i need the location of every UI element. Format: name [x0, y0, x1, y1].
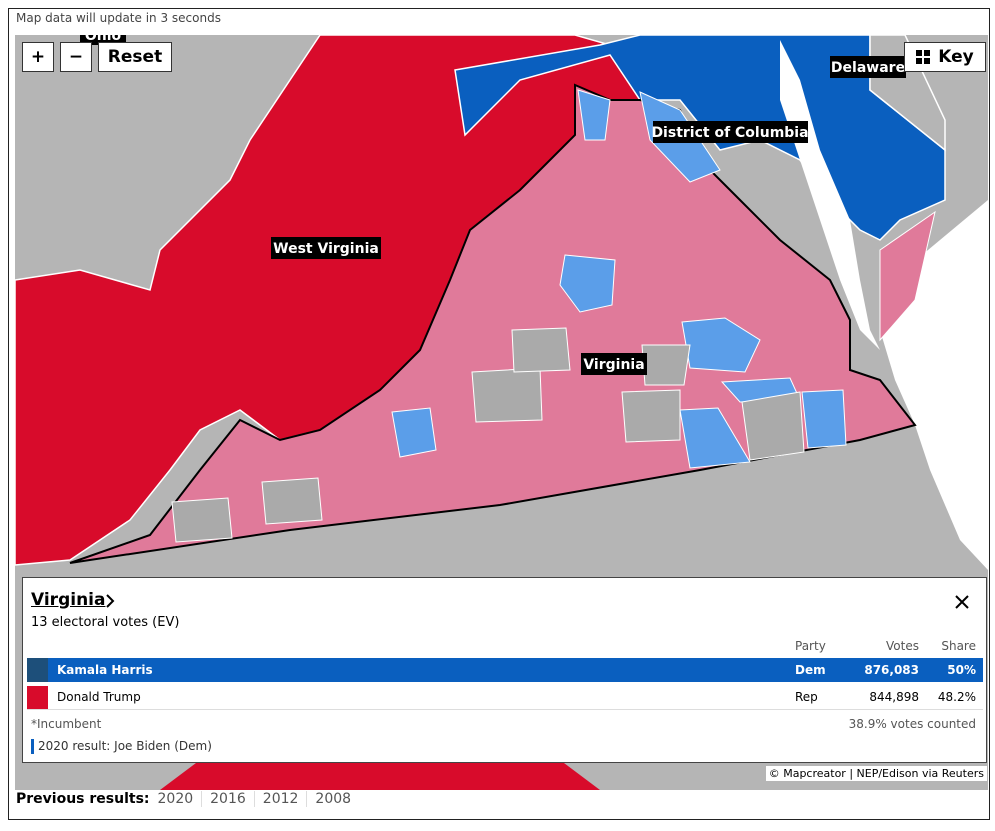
votes: 876,083: [864, 663, 919, 677]
previous-result: 2020 result: Joe Biden (Dem): [38, 739, 212, 753]
candidate: Kamala Harris: [57, 663, 153, 677]
column-header: Share: [941, 639, 976, 653]
party: Dem: [795, 663, 826, 677]
state-label: Delaware: [831, 60, 905, 76]
chevron: [106, 594, 115, 608]
candidate: Donald Trump: [57, 690, 141, 704]
previous-results: Previous results: 2020 2016 2012 2008: [16, 791, 359, 807]
status: Map data will update in 3 seconds: [16, 11, 221, 25]
panel-subtitle: 13 electoral votes (EV): [31, 615, 180, 630]
party: Rep: [795, 690, 818, 704]
state-label: Ohio: [85, 28, 122, 44]
previous-marker: [31, 739, 34, 754]
reset-button[interactable]: Reset: [98, 42, 172, 72]
close-button[interactable]: [955, 595, 969, 609]
key-label: Key: [938, 47, 974, 67]
zoom-out[interactable]: −: [60, 42, 92, 72]
column-header: Party: [795, 639, 826, 653]
year-link[interactable]: 2016: [202, 791, 255, 807]
result-panel: Virginia 13 electoral votes (EV) Party V…: [22, 577, 987, 763]
votes: 844,898: [869, 690, 919, 704]
state-label: District of Columbia: [651, 125, 808, 141]
zoom-in[interactable]: +: [22, 42, 54, 72]
state-label: West Virginia: [273, 241, 379, 257]
key-icon: [916, 50, 931, 64]
key-button[interactable]: Key: [904, 42, 986, 72]
result-row: [27, 658, 983, 682]
party-swatch: [27, 658, 48, 682]
column-header: Votes: [886, 639, 919, 653]
party-swatch: [27, 686, 48, 709]
share: 50%: [947, 663, 976, 677]
credit: © Mapcreator | NEP/Edison via Reuters: [765, 766, 987, 781]
votes-counted: 38.9% votes counted: [848, 717, 976, 731]
share: 48.2%: [937, 690, 976, 704]
year-link[interactable]: 2008: [315, 791, 352, 807]
previous-label: Previous results:: [16, 791, 150, 807]
divider: [27, 709, 983, 710]
state-label: Virginia: [583, 357, 644, 373]
footnote: *Incumbent: [31, 717, 102, 731]
year-link[interactable]: 2012: [255, 791, 308, 807]
panel-title[interactable]: Virginia: [31, 590, 106, 610]
year-link[interactable]: 2020: [158, 791, 203, 807]
frame: [8, 8, 990, 820]
